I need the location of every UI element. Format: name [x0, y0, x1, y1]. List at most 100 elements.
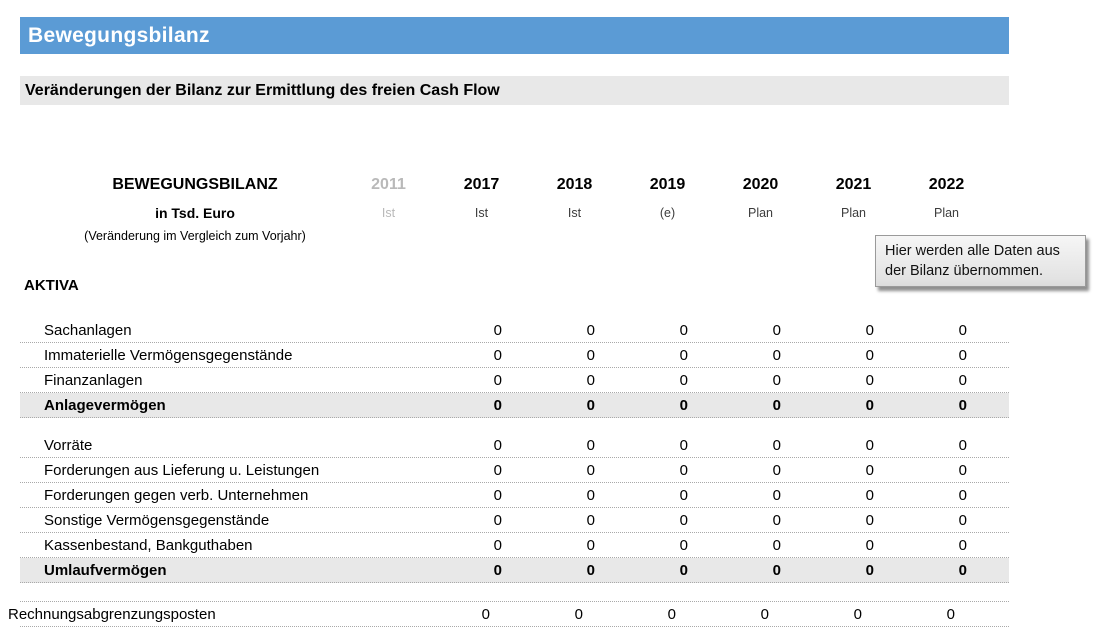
cell-value[interactable]: 0 — [865, 371, 874, 389]
status-label-2018: Ist — [567, 206, 582, 220]
table-row-rechnungsabgrenzungsposten: Rechnungsabgrenzungsposten 0 0 0 0 0 0 — [8, 602, 1009, 627]
row-label: Vorräte — [44, 436, 93, 454]
cell-value[interactable]: 0 — [760, 605, 769, 623]
cell-value[interactable]: 0 — [679, 486, 688, 504]
cell-value[interactable]: 0 — [772, 536, 781, 554]
year-column-2021: 2021 — [835, 176, 872, 193]
cell-value[interactable]: 0 — [679, 461, 688, 479]
row-label: Immaterielle Vermögensgegenstände — [44, 346, 293, 364]
table-body: Sachanlagen 0 0 0 0 0 0 Immaterielle Ver… — [8, 318, 1009, 627]
cell-value[interactable]: 0 — [586, 396, 595, 414]
cell-value[interactable]: 0 — [958, 346, 967, 364]
cell-value[interactable]: 0 — [772, 461, 781, 479]
cell-value[interactable]: 0 — [946, 605, 955, 623]
cell-value[interactable]: 0 — [679, 561, 688, 579]
row-spacer — [20, 583, 1009, 602]
table-row-immaterielle: Immaterielle Vermögensgegenstände 0 0 0 … — [20, 343, 1009, 368]
page-subtitle-bar: Veränderungen der Bilanz zur Ermittlung … — [20, 76, 1009, 105]
cell-value[interactable]: 0 — [493, 436, 502, 454]
cell-value[interactable]: 0 — [772, 371, 781, 389]
cell-value[interactable]: 0 — [865, 321, 874, 339]
cell-value[interactable]: 0 — [586, 561, 595, 579]
cell-value[interactable]: 0 — [772, 511, 781, 529]
cell-value[interactable]: 0 — [586, 371, 595, 389]
cell-value[interactable]: 0 — [493, 321, 502, 339]
cell-value[interactable]: 0 — [865, 561, 874, 579]
cell-value[interactable]: 0 — [865, 461, 874, 479]
cell-value[interactable]: 0 — [679, 371, 688, 389]
cell-value[interactable]: 0 — [679, 511, 688, 529]
cell-value[interactable]: 0 — [493, 486, 502, 504]
cell-value[interactable]: 0 — [958, 371, 967, 389]
cell-value[interactable]: 0 — [493, 536, 502, 554]
table-row-kassenbestand: Kassenbestand, Bankguthaben 0 0 0 0 0 0 — [20, 533, 1009, 558]
cell-value[interactable]: 0 — [865, 346, 874, 364]
table-row-vorraete: Vorräte 0 0 0 0 0 0 — [20, 433, 1009, 458]
cell-value[interactable]: 0 — [772, 321, 781, 339]
year-column-2018: 2018 — [556, 176, 593, 193]
status-label-2020: Plan — [747, 206, 774, 220]
cell-value[interactable]: 0 — [493, 396, 502, 414]
cell-value[interactable]: 0 — [865, 511, 874, 529]
cell-value[interactable]: 0 — [679, 346, 688, 364]
table-title: BEWEGUNGSBILANZ — [112, 176, 278, 193]
table-header: BEWEGUNGSBILANZ 2011 2017 2018 2019 2020… — [20, 172, 1009, 248]
page-title: Bewegungsbilanz — [28, 23, 210, 47]
cell-value[interactable]: 0 — [493, 346, 502, 364]
cell-value[interactable]: 0 — [586, 486, 595, 504]
cell-value[interactable]: 0 — [853, 605, 862, 623]
cell-value[interactable]: 0 — [586, 346, 595, 364]
cell-value[interactable]: 0 — [667, 605, 676, 623]
cell-value[interactable]: 0 — [958, 486, 967, 504]
cell-value[interactable]: 0 — [586, 461, 595, 479]
cell-value[interactable]: 0 — [481, 605, 490, 623]
cell-value[interactable]: 0 — [865, 396, 874, 414]
status-label-2022: Plan — [933, 206, 960, 220]
comment-tooltip: Hier werden alle Daten aus der Bilanz üb… — [875, 235, 1086, 287]
cell-value[interactable]: 0 — [586, 536, 595, 554]
row-label: Forderungen aus Lieferung u. Leistungen — [44, 461, 320, 479]
cell-value[interactable]: 0 — [958, 436, 967, 454]
cell-value[interactable]: 0 — [958, 511, 967, 529]
cell-value[interactable]: 0 — [772, 396, 781, 414]
cell-value[interactable]: 0 — [958, 561, 967, 579]
row-label: Anlagevermögen — [44, 396, 166, 414]
cell-value[interactable]: 0 — [772, 436, 781, 454]
cell-value[interactable]: 0 — [679, 396, 688, 414]
cell-value[interactable]: 0 — [958, 536, 967, 554]
cell-value[interactable]: 0 — [865, 486, 874, 504]
cell-value[interactable]: 0 — [772, 486, 781, 504]
table-note: (Veränderung im Vergleich zum Vorjahr) — [84, 229, 306, 243]
cell-value[interactable]: 0 — [493, 561, 502, 579]
cell-value[interactable]: 0 — [586, 511, 595, 529]
table-row-finanzanlagen: Finanzanlagen 0 0 0 0 0 0 — [20, 368, 1009, 393]
table-row-forderungen-lieferung: Forderungen aus Lieferung u. Leistungen … — [20, 458, 1009, 483]
status-label-2017: Ist — [474, 206, 489, 220]
cell-value[interactable]: 0 — [574, 605, 583, 623]
table-row-anlagevermoegen-total: Anlagevermögen 0 0 0 0 0 0 — [20, 393, 1009, 418]
table-row-umlaufvermoegen-total: Umlaufvermögen 0 0 0 0 0 0 — [20, 558, 1009, 583]
cell-value[interactable]: 0 — [493, 461, 502, 479]
row-label: Kassenbestand, Bankguthaben — [44, 536, 253, 554]
row-label: Rechnungsabgrenzungsposten — [8, 605, 216, 623]
row-spacer — [20, 418, 1009, 433]
status-label-2021: Plan — [840, 206, 867, 220]
cell-value[interactable]: 0 — [865, 536, 874, 554]
cell-value[interactable]: 0 — [493, 511, 502, 529]
cell-value[interactable]: 0 — [772, 561, 781, 579]
cell-value[interactable]: 0 — [679, 536, 688, 554]
row-label: Umlaufvermögen — [44, 561, 167, 579]
cell-value[interactable]: 0 — [958, 461, 967, 479]
table-unit: in Tsd. Euro — [155, 205, 235, 221]
cell-value[interactable]: 0 — [586, 321, 595, 339]
cell-value[interactable]: 0 — [586, 436, 595, 454]
cell-value[interactable]: 0 — [679, 321, 688, 339]
cell-value[interactable]: 0 — [679, 436, 688, 454]
cell-value[interactable]: 0 — [772, 346, 781, 364]
cell-value[interactable]: 0 — [958, 321, 967, 339]
cell-value[interactable]: 0 — [865, 436, 874, 454]
cell-value[interactable]: 0 — [493, 371, 502, 389]
cell-value[interactable]: 0 — [958, 396, 967, 414]
year-header-row: BEWEGUNGSBILANZ 2011 2017 2018 2019 2020… — [20, 172, 1009, 198]
row-label: Forderungen gegen verb. Unternehmen — [44, 486, 309, 504]
